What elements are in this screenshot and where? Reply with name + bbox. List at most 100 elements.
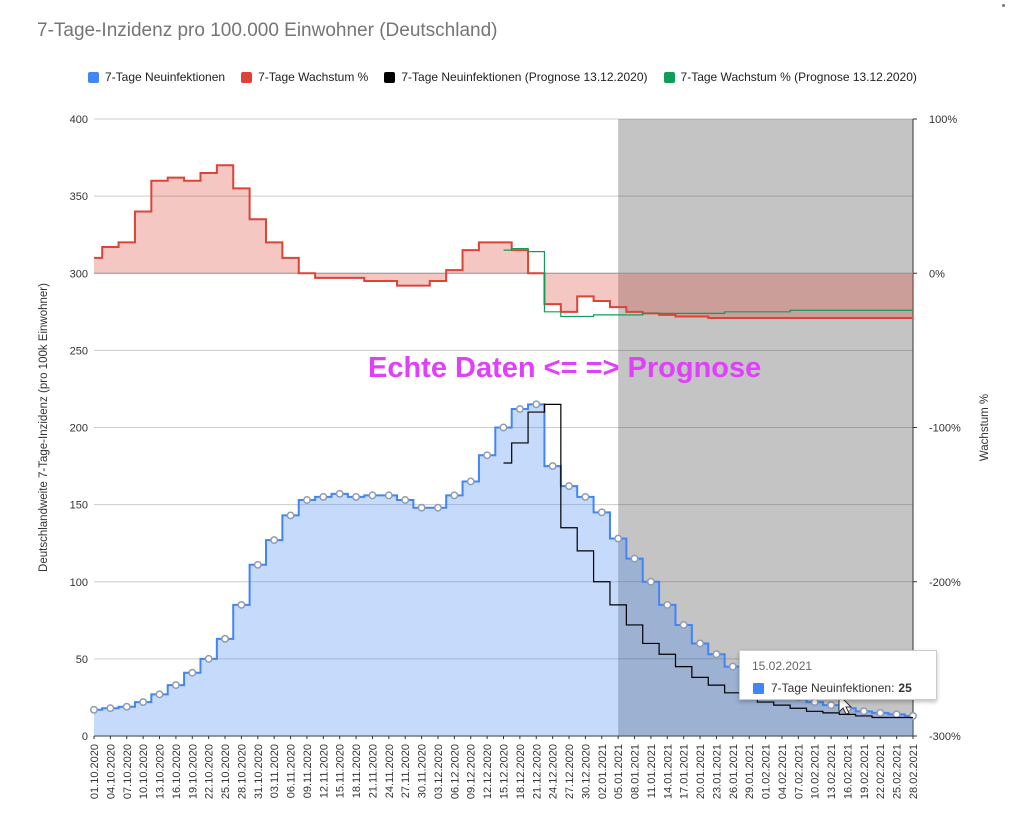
data-point-neuinfektionen (434, 503, 442, 512)
x-tick-label: 15.11.2020 (335, 744, 347, 798)
data-point-neuinfektionen (565, 482, 573, 491)
data-point-neuinfektionen (483, 451, 492, 460)
legend-swatch (241, 71, 253, 83)
legend-swatch (663, 71, 675, 83)
tooltip-swatch (752, 681, 765, 695)
data-point-neuinfektionen (106, 704, 115, 713)
legend-item-wachstum-prognose[interactable]: 7-Tage Wachstum % (Prognose 13.12.2020) (663, 70, 917, 84)
x-tick-label: 15.12.2020 (499, 744, 511, 799)
legend-swatch (384, 71, 396, 83)
data-point-neuinfektionen (90, 705, 98, 714)
y-left-tick-label: 150 (70, 500, 88, 512)
x-tick-label: 23.01.2021 (711, 744, 723, 799)
x-tick-label: 25.10.2020 (220, 744, 232, 799)
x-tick-label: 05.01.2021 (613, 744, 625, 799)
y-left-tick-label: 250 (70, 345, 88, 357)
forecast-region (618, 119, 913, 736)
data-point-neuinfektionen (171, 681, 180, 690)
x-tick-label: 14.01.2021 (662, 744, 674, 799)
data-point-neuinfektionen (532, 400, 541, 409)
x-tick-label: 19.02.2021 (859, 744, 871, 799)
y-right-tick-label: -100% (929, 423, 961, 435)
x-tick-label: 11.01.2021 (646, 744, 658, 798)
x-tick-label: 01.10.2020 (89, 744, 101, 799)
legend-item-wachstum[interactable]: 7-Tage Wachstum % (241, 70, 368, 84)
data-point-neuinfektionen (417, 503, 426, 512)
chart-tooltip: 15.02.2021 7-Tage Neuinfektionen: 25 (739, 650, 937, 700)
legend-label: 7-Tage Neuinfektionen (Prognose 13.12.20… (401, 70, 648, 84)
x-tick-label: 13.10.2020 (155, 744, 167, 799)
data-point-neuinfektionen (221, 634, 229, 643)
series-line-wachstum-prognose (503, 247, 913, 318)
x-tick-label: 21.12.2020 (531, 744, 543, 799)
x-tick-label: 27.11.2020 (400, 744, 412, 798)
data-point-neuinfektionen (581, 492, 590, 501)
x-tick-label: 24.12.2020 (548, 744, 560, 799)
x-tick-label: 28.10.2020 (236, 744, 248, 799)
data-point-neuinfektionen (663, 600, 672, 609)
x-tick-label: 18.11.2020 (351, 744, 363, 798)
x-tick-label: 16.02.2021 (842, 744, 854, 799)
data-point-neuinfektionen (139, 698, 148, 707)
data-point-neuinfektionen (270, 536, 279, 545)
series-line-neuinfektionen-prognose (503, 403, 913, 719)
data-point-neuinfektionen (499, 423, 508, 432)
x-tick-label: 27.12.2020 (564, 744, 576, 799)
legend-item-neuinfektionen[interactable]: 7-Tage Neuinfektionen (88, 70, 225, 84)
y-left-tick-label: 200 (70, 423, 88, 435)
data-point-neuinfektionen (909, 711, 917, 720)
tooltip-date: 15.02.2021 (752, 659, 813, 673)
y-right-tick-label: -300% (929, 731, 961, 743)
x-tick-label: 01.02.2021 (761, 744, 773, 799)
y-right-tick-label: 0% (929, 268, 945, 280)
x-tick-label: 18.12.2020 (515, 744, 527, 799)
data-point-neuinfektionen (548, 462, 557, 471)
data-point-neuinfektionen (827, 701, 836, 710)
y-right-tick-label: -200% (929, 577, 961, 589)
x-tick-label: 07.10.2020 (122, 744, 134, 799)
x-tick-label: 13.02.2021 (826, 744, 838, 799)
x-tick-label: 09.12.2020 (466, 744, 478, 799)
data-point-neuinfektionen (646, 577, 655, 586)
data-point-neuinfektionen (302, 496, 311, 504)
x-tick-label: 20.01.2021 (695, 744, 707, 799)
y-left-tick-label: 400 (70, 114, 88, 126)
y-left-tick-label: 100 (70, 577, 88, 589)
x-tick-label: 28.02.2021 (908, 744, 920, 799)
x-tick-label: 16.10.2020 (171, 744, 183, 799)
data-point-neuinfektionen (122, 702, 131, 711)
y-left-tick-label: 300 (70, 268, 88, 280)
x-tick-label: 04.10.2020 (105, 744, 117, 799)
chart-legend: 7-Tage Neuinfektionen 7-Tage Wachstum % … (88, 67, 933, 87)
menu-dot-icon (1002, 4, 1005, 7)
x-tick-label: 26.01.2021 (728, 744, 740, 799)
x-tick-label: 22.02.2021 (875, 744, 887, 799)
y-left-tick-label: 50 (76, 654, 88, 666)
x-tick-label: 19.10.2020 (187, 744, 199, 799)
series-area-wachstum (94, 165, 913, 318)
data-point-neuinfektionen (728, 662, 737, 671)
x-tick-label: 30.12.2020 (580, 744, 592, 799)
x-tick-label: 02.01.2021 (597, 744, 609, 799)
tooltip-label: 7-Tage Neuinfektionen: (771, 681, 895, 695)
data-point-neuinfektionen (876, 708, 885, 717)
data-point-neuinfektionen (253, 560, 262, 569)
x-tick-label: 10.10.2020 (138, 744, 150, 799)
data-point-neuinfektionen (679, 620, 688, 629)
x-tick-label: 06.11.2020 (286, 744, 298, 798)
x-tick-label: 06.12.2020 (449, 744, 461, 799)
data-point-neuinfektionen (286, 511, 295, 520)
legend-label: 7-Tage Wachstum % (Prognose 13.12.2020) (680, 70, 917, 84)
legend-item-neuinfektionen-prognose[interactable]: 7-Tage Neuinfektionen (Prognose 13.12.20… (384, 70, 648, 84)
echte-daten-prognose-annotation: Echte Daten <= => Prognose (368, 352, 761, 384)
legend-label: 7-Tage Wachstum % (258, 70, 369, 84)
y-right-tick-label: 100% (929, 114, 957, 126)
y-left-axis-title: Deutschlandweite 7-Tage-Inzidenz (pro 10… (38, 283, 50, 572)
tooltip-value: 25 (898, 681, 912, 695)
data-point-neuinfektionen (204, 654, 213, 663)
y-left-tick-label: 350 (70, 191, 88, 203)
data-point-neuinfektionen (696, 639, 705, 648)
x-tick-label: 24.11.2020 (384, 744, 396, 798)
data-point-neuinfektionen (515, 405, 524, 413)
